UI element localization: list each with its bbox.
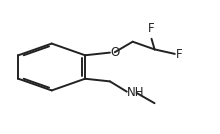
Text: NH: NH <box>127 86 145 99</box>
Text: F: F <box>176 48 183 61</box>
Text: F: F <box>148 22 154 35</box>
Text: O: O <box>111 46 120 59</box>
